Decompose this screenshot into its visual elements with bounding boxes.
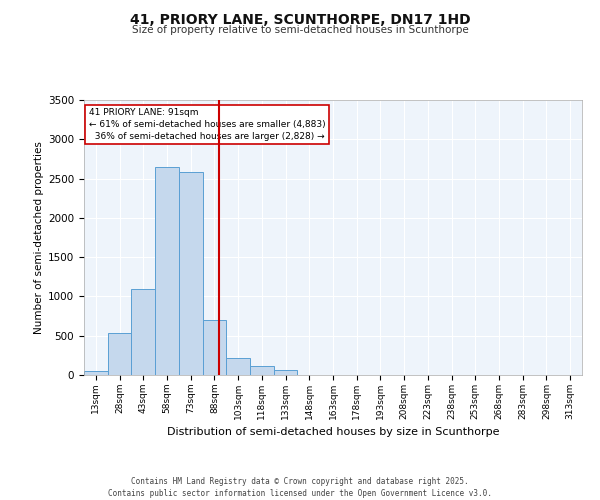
Text: Size of property relative to semi-detached houses in Scunthorpe: Size of property relative to semi-detach… (131, 25, 469, 35)
X-axis label: Distribution of semi-detached houses by size in Scunthorpe: Distribution of semi-detached houses by … (167, 428, 499, 438)
Text: 41, PRIORY LANE, SCUNTHORPE, DN17 1HD: 41, PRIORY LANE, SCUNTHORPE, DN17 1HD (130, 12, 470, 26)
Bar (108, 332, 131, 375)
Bar (226, 358, 250, 375)
Bar (155, 167, 179, 375)
Text: 41 PRIORY LANE: 91sqm
← 61% of semi-detached houses are smaller (4,883)
  36% of: 41 PRIORY LANE: 91sqm ← 61% of semi-deta… (89, 108, 326, 141)
Y-axis label: Number of semi-detached properties: Number of semi-detached properties (34, 141, 44, 334)
Bar (179, 172, 203, 375)
Bar (250, 366, 274, 375)
Bar (84, 370, 108, 375)
Bar (131, 290, 155, 375)
Text: Contains HM Land Registry data © Crown copyright and database right 2025.
Contai: Contains HM Land Registry data © Crown c… (108, 476, 492, 498)
Bar (274, 370, 298, 375)
Bar (203, 320, 226, 375)
